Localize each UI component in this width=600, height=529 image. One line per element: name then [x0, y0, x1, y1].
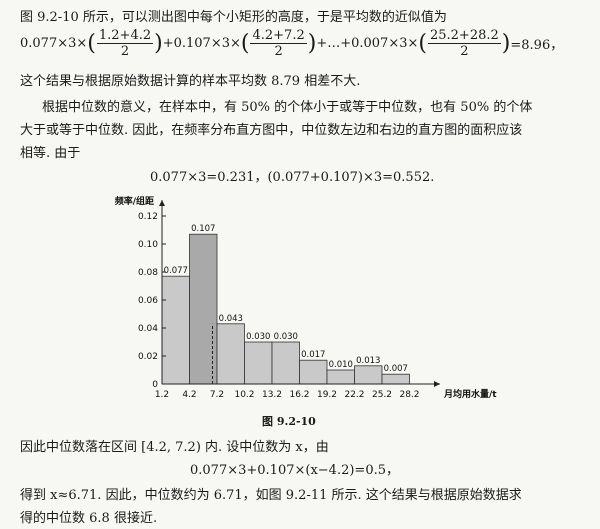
- text-line-6: 因此中位数落在区间 [4.2, 7.2) 内. 设中位数为 x，由: [20, 440, 329, 455]
- paren-open: (: [87, 31, 96, 56]
- fraction-3: 25.2+28.2 2: [427, 28, 501, 59]
- x-tick-label: 16.2: [289, 390, 309, 400]
- x-tick-label: 28.2: [399, 390, 419, 400]
- fraction-3-numerator: 25.2+28.2: [427, 28, 501, 44]
- fraction-2-denominator: 2: [274, 44, 283, 59]
- bar-value-label: 0.107: [191, 224, 215, 234]
- x-axis-label: 月均用水量/t: [443, 388, 497, 400]
- text-line-3: 根据中位数的意义，在样本中，有 50% 的个体小于或等于中位数，也有 50% 的…: [42, 100, 533, 115]
- paren-open: (: [418, 31, 427, 56]
- histogram-bar: [244, 341, 273, 385]
- text-line-7: 得到 x≈6.71. 因此，中位数约为 6.71，如图 9.2-11 所示. 这…: [20, 488, 522, 503]
- formula-term-3: +…+0.007×3×: [316, 36, 419, 51]
- y-tick-label: 0.02: [138, 352, 158, 362]
- paren-open: (: [240, 31, 250, 56]
- x-tick-label: 13.2: [262, 390, 282, 400]
- bar-value-label: 0.030: [246, 332, 270, 342]
- histogram-bar: [271, 341, 300, 385]
- text-line-4: 大于或等于中位数. 因此，在频率分布直方图中，中位数左边和右边的直方图的面积应该: [20, 123, 523, 138]
- figure-caption: 图 9.2-10: [262, 415, 316, 428]
- y-tick-label: 0.06: [138, 296, 158, 306]
- x-tick-label: 4.2: [182, 390, 196, 400]
- histogram-bar: [216, 323, 245, 385]
- y-axis-label: 频率/组距: [115, 195, 154, 207]
- histogram-bar: [161, 275, 190, 385]
- fraction-3-denominator: 2: [460, 44, 469, 59]
- y-tick-label: 0: [152, 380, 158, 390]
- bar-value-label: 0.030: [274, 332, 298, 342]
- x-tick-label: 10.2: [234, 390, 254, 400]
- y-tick-label: 0.04: [138, 324, 158, 334]
- fraction-1-numerator: 1.2+4.2: [96, 28, 154, 44]
- text-line-8: 得的中位数 6.8 很接近.: [20, 511, 158, 526]
- bar-value-label: 0.043: [219, 314, 243, 324]
- x-tick-label: 7.2: [210, 390, 224, 400]
- histogram-bar: [354, 365, 383, 385]
- y-tick-label: 0.10: [138, 240, 158, 250]
- fraction-1-denominator: 2: [120, 44, 130, 59]
- formula-term-2: +0.107×3×: [162, 36, 241, 51]
- paren-close: ): [501, 31, 511, 56]
- histogram-bar: [189, 233, 218, 385]
- paren-close: ): [307, 31, 317, 56]
- y-tick-label: 0.08: [138, 268, 158, 278]
- formula-term-1: 0.077×3×: [20, 36, 88, 51]
- fraction-2-numerator: 4.2+7.2: [250, 28, 307, 44]
- bar-value-label: 0.077: [164, 266, 188, 276]
- formula-result: =8.96，: [510, 38, 564, 53]
- text-line-1: 图 9.2-10 所示，可以测出图中每个小矩形的高度，于是平均数的近似值为: [20, 10, 447, 25]
- histogram-bar: [299, 359, 328, 385]
- fraction-1: 1.2+4.2 2: [96, 28, 154, 59]
- cumulative-formula: 0.077×3=0.231，(0.077+0.107)×3=0.552.: [150, 170, 435, 185]
- median-equation: 0.077×3+0.107×(x−4.2)=0.5，: [190, 463, 399, 478]
- bar-value-label: 0.010: [329, 360, 353, 370]
- text-line-5: 相等. 由于: [20, 146, 81, 161]
- x-tick-label: 25.2: [372, 390, 392, 400]
- mean-formula: 0.077×3×(1.2+4.2 2)+0.107×3×(4.2+7.2 2)+…+…: [20, 28, 563, 59]
- x-tick-label: 22.2: [344, 390, 364, 400]
- bar-value-label: 0.007: [384, 364, 408, 374]
- histogram-bar: [326, 369, 355, 385]
- bar-value-label: 0.013: [356, 356, 380, 366]
- x-tick-label: 19.2: [317, 390, 337, 400]
- histogram-bar: [381, 373, 410, 385]
- fraction-2: 4.2+7.2 2: [250, 28, 307, 59]
- y-tick-label: 0.12: [138, 212, 158, 222]
- paren-close: ): [154, 31, 163, 56]
- x-tick-label: 1.2: [155, 390, 169, 400]
- text-line-2: 这个结果与根据原始数据计算的样本平均数 8.79 相差不大.: [20, 74, 361, 89]
- bar-value-label: 0.017: [301, 350, 325, 360]
